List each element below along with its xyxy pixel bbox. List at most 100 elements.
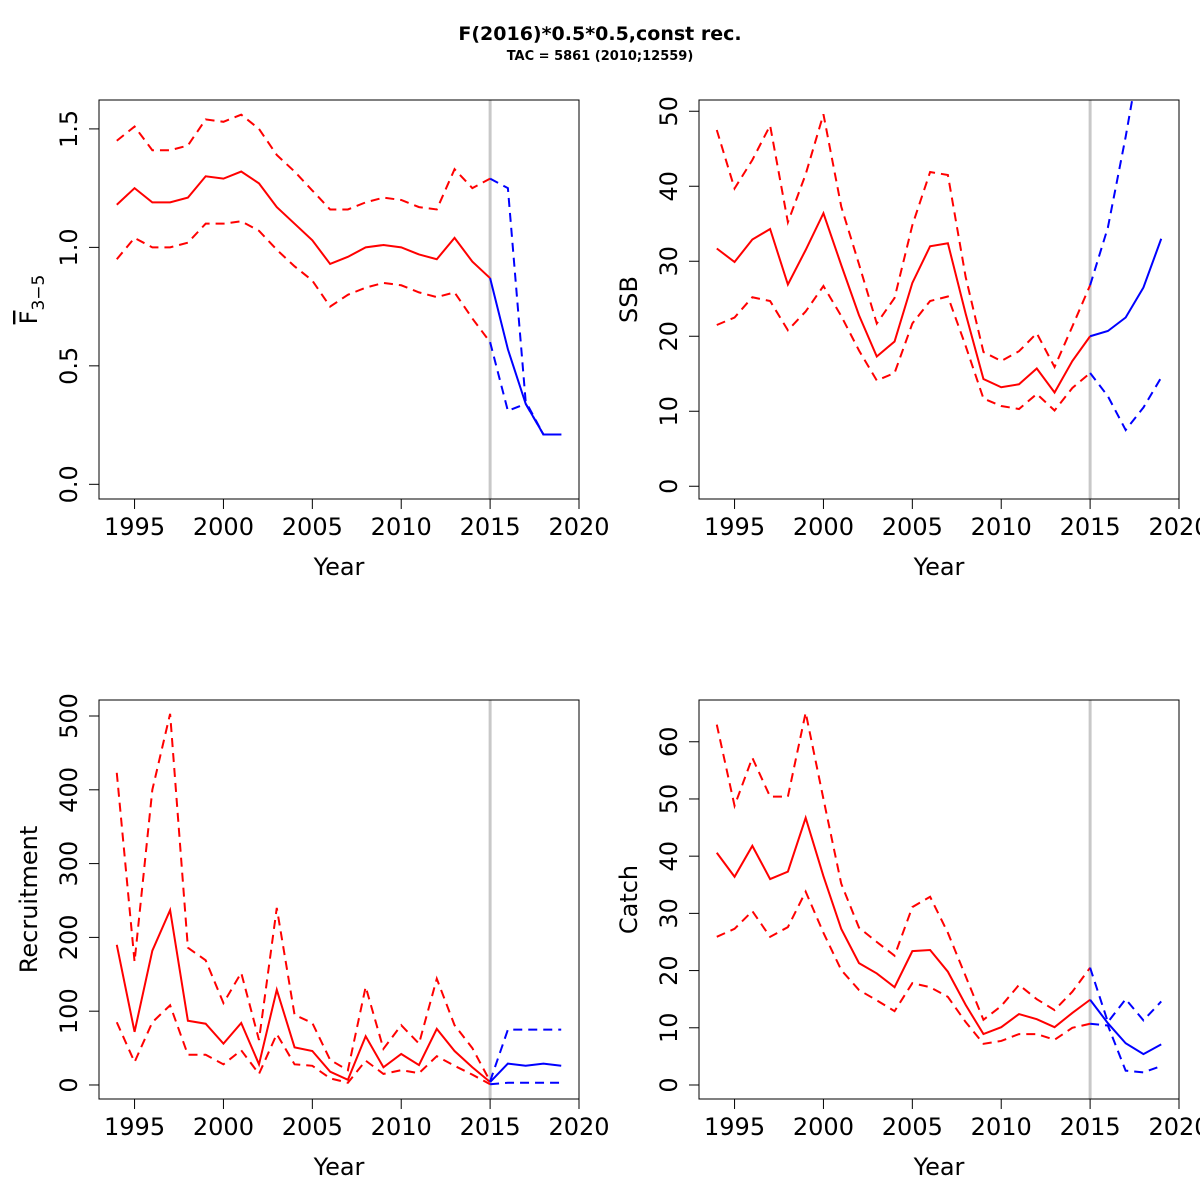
y-tick-label: 100 xyxy=(55,988,83,1034)
x-tick-label: 2000 xyxy=(193,1113,254,1141)
plot-frame xyxy=(698,699,1180,1100)
series-line xyxy=(1090,1022,1162,1074)
x-tick-label: 2005 xyxy=(882,513,943,541)
series-line xyxy=(115,1003,491,1086)
y-tick-label: 200 xyxy=(55,914,83,960)
series-line xyxy=(715,814,1091,1036)
y-axis-label: Recruitment xyxy=(15,826,43,973)
series-line xyxy=(1089,372,1163,432)
y-axis-label: F3−5 xyxy=(15,275,49,325)
x-tick-label: 2015 xyxy=(460,513,521,541)
series-line xyxy=(1089,238,1163,338)
y-tick-label: 50 xyxy=(655,784,683,815)
y-tick-label: 10 xyxy=(655,1013,683,1044)
y-tick-label: 20 xyxy=(655,955,683,986)
y-axis-label-main: SSB xyxy=(615,276,643,323)
y-tick-label: 1.5 xyxy=(55,110,83,148)
x-tick-label: 2010 xyxy=(371,1113,432,1141)
y-axis-label-main: F xyxy=(15,311,43,325)
series-line xyxy=(489,1062,562,1083)
plot-area xyxy=(715,712,1162,1074)
series-line xyxy=(489,341,562,436)
y-axis-label-main: Recruitment xyxy=(15,826,43,973)
x-tick-label: 2015 xyxy=(1060,1113,1121,1141)
y-tick-label: 30 xyxy=(655,898,683,929)
x-tick-label: 2015 xyxy=(460,1113,521,1141)
panel: 1995 2000 2005 2010 2015 2020 0 10 20 30 40 50 60 Yea… xyxy=(615,699,1200,1181)
x-axis-label: Year xyxy=(913,1153,965,1181)
plot-frame xyxy=(98,699,580,1100)
y-axis-label: Catch xyxy=(615,865,643,934)
x-tick-label: 2020 xyxy=(548,513,609,541)
series-line xyxy=(116,220,491,343)
y-tick-label: 1.0 xyxy=(55,228,83,266)
y-tick-label: 50 xyxy=(655,96,683,127)
y-axis-label: SSB xyxy=(615,276,643,323)
x-tick-label: 1995 xyxy=(104,513,165,541)
x-tick-label: 2000 xyxy=(793,513,854,541)
y-tick-label: 0.0 xyxy=(55,465,83,503)
x-tick-label: 1995 xyxy=(104,1113,165,1141)
y-tick-label: 0 xyxy=(655,479,683,494)
panel: 1995 2000 2005 2010 2015 2020 0 10 20 30 40 50 Year S… xyxy=(615,96,1200,581)
series-line xyxy=(716,889,1091,1045)
chart-subtitle: TAC = 5861 (2010;12559) xyxy=(507,49,694,64)
x-tick-label: 2005 xyxy=(282,513,343,541)
x-axis-label: Year xyxy=(913,553,965,581)
x-tick-label: 2020 xyxy=(1148,1113,1200,1141)
y-axis-label-subscript: 3−5 xyxy=(29,275,49,311)
x-tick-label: 1995 xyxy=(704,1113,765,1141)
plot-area xyxy=(115,713,562,1086)
y-tick-label: 0 xyxy=(55,1077,83,1092)
series-line xyxy=(115,713,491,1082)
series-line xyxy=(116,113,491,211)
x-axis-label: Year xyxy=(313,553,365,581)
x-tick-label: 2020 xyxy=(1148,513,1200,541)
series-line xyxy=(716,284,1091,412)
plot-frame xyxy=(698,99,1180,500)
chart-title: F(2016)*0.5*0.5,const rec. xyxy=(458,23,741,45)
y-axis-label-main: Catch xyxy=(615,865,643,934)
series-line xyxy=(116,170,491,279)
series-line xyxy=(716,210,1091,395)
y-tick-label: 400 xyxy=(55,767,83,813)
plot-area xyxy=(715,100,1163,432)
series-line xyxy=(1089,100,1134,286)
series-line xyxy=(715,113,1092,370)
series-line xyxy=(1089,967,1162,1025)
y-tick-label: 500 xyxy=(55,693,83,739)
y-tick-label: 0.5 xyxy=(55,347,83,385)
x-tick-label: 2020 xyxy=(548,1113,609,1141)
x-tick-label: 2010 xyxy=(971,513,1032,541)
x-tick-label: 2010 xyxy=(371,513,432,541)
plot-frame xyxy=(98,99,580,500)
y-tick-label: 10 xyxy=(655,396,683,427)
series-line xyxy=(115,906,491,1083)
x-tick-label: 2015 xyxy=(1060,513,1121,541)
y-tick-label: 40 xyxy=(655,171,683,202)
series-line xyxy=(489,1028,562,1082)
y-tick-label: 300 xyxy=(55,841,83,887)
y-tick-label: 0 xyxy=(655,1077,683,1092)
x-tick-label: 2005 xyxy=(282,1113,343,1141)
y-tick-label: 60 xyxy=(655,726,683,757)
y-tick-label: 20 xyxy=(655,321,683,352)
x-tick-label: 2010 xyxy=(971,1113,1032,1141)
x-tick-label: 2000 xyxy=(193,513,254,541)
series-line xyxy=(1089,999,1162,1056)
panel: 1995 2000 2005 2010 2015 2020 0.0 0.5 1.0 1.5 Year… xyxy=(15,99,610,581)
series-line xyxy=(490,1081,562,1086)
series-line xyxy=(489,177,562,436)
series-line xyxy=(715,712,1091,1022)
x-axis-label: Year xyxy=(313,1153,365,1181)
plot-area xyxy=(116,113,562,436)
panel: 1995 2000 2005 2010 2015 2020 0 100 200 300 400 500… xyxy=(15,693,610,1181)
x-tick-label: 1995 xyxy=(704,513,765,541)
x-tick-label: 2005 xyxy=(882,1113,943,1141)
y-tick-label: 30 xyxy=(655,246,683,277)
y-tick-label: 40 xyxy=(655,841,683,872)
x-tick-label: 2000 xyxy=(793,1113,854,1141)
